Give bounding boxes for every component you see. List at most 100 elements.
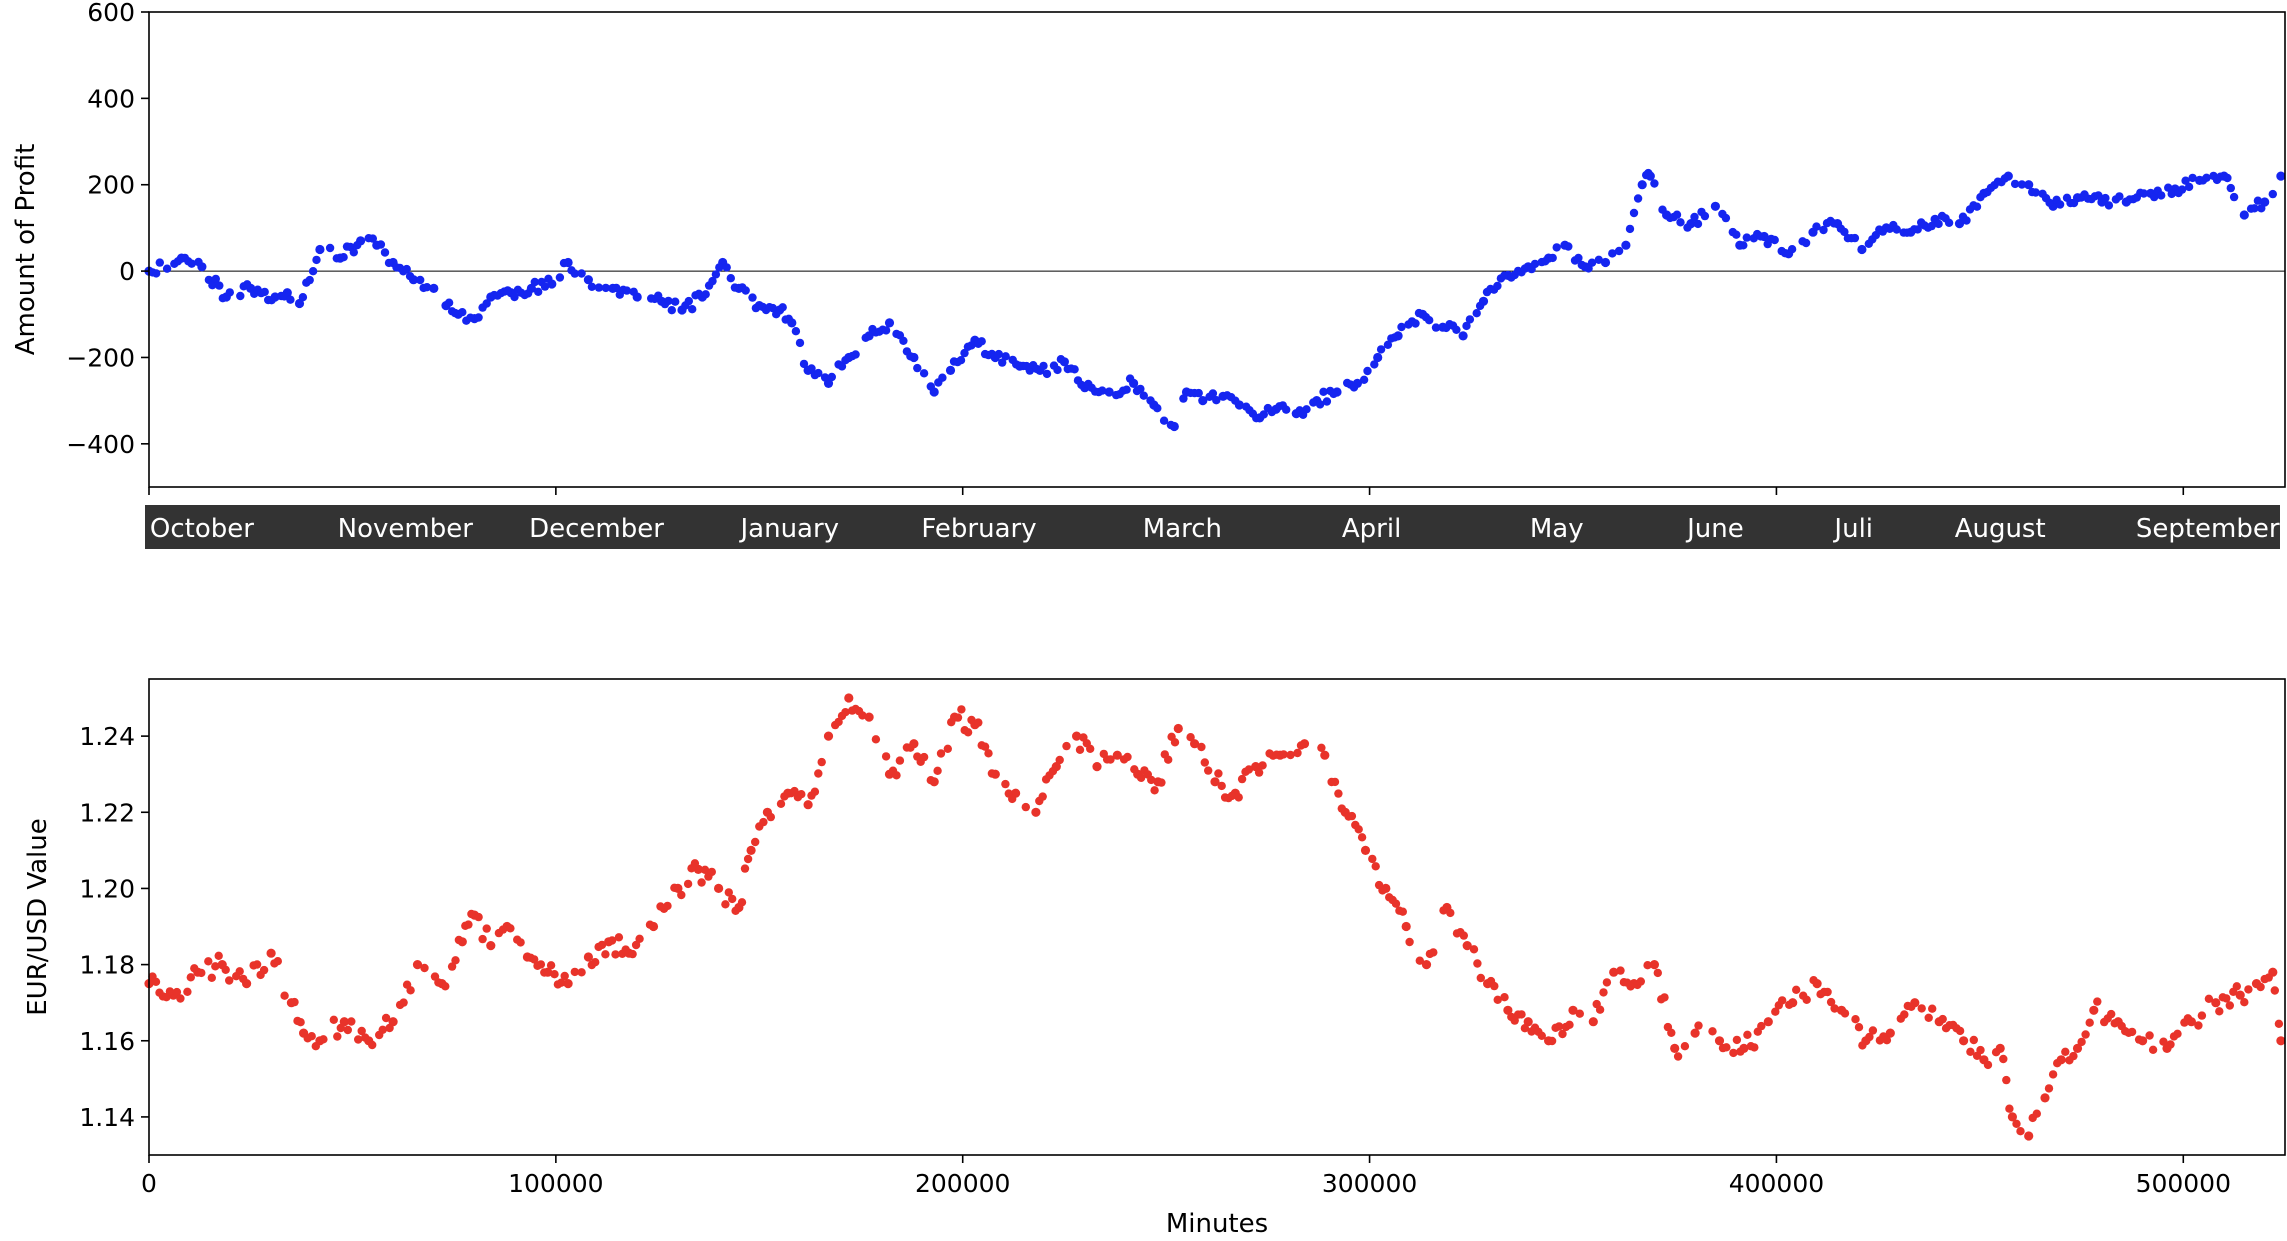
- data-point: [1792, 985, 1801, 994]
- data-point: [2226, 183, 2235, 193]
- data-point: [1633, 194, 1643, 203]
- data-point: [1075, 745, 1085, 754]
- data-point: [1690, 1028, 1700, 1038]
- y-tick-label: 1.14: [79, 1103, 135, 1132]
- data-point: [1927, 221, 1936, 231]
- data-point: [1252, 414, 1261, 423]
- data-point: [1446, 908, 1455, 918]
- data-point: [1272, 750, 1281, 759]
- data-point: [671, 297, 680, 306]
- data-point: [1900, 1010, 1909, 1019]
- data-point: [1008, 794, 1017, 804]
- data-point: [1368, 854, 1377, 864]
- data-point: [162, 264, 172, 273]
- data-point: [1405, 937, 1414, 947]
- data-point: [1722, 1043, 1731, 1052]
- data-point: [2089, 1005, 2099, 1015]
- data-point: [2115, 192, 2124, 201]
- data-point: [614, 933, 624, 942]
- data-point: [503, 286, 512, 295]
- data-point: [1670, 1043, 1680, 1053]
- data-point: [2240, 998, 2249, 1007]
- month-label: February: [921, 514, 1036, 544]
- data-point: [2150, 192, 2159, 202]
- data-point: [1757, 1021, 1766, 1031]
- data-point: [2077, 1037, 2086, 1047]
- data-point: [700, 865, 710, 874]
- data-point: [2229, 192, 2239, 202]
- data-point: [814, 368, 823, 378]
- data-point: [2072, 1043, 2083, 1053]
- data-point: [1317, 743, 1326, 752]
- data-point: [731, 906, 740, 915]
- data-point: [1552, 243, 1561, 252]
- data-point: [621, 945, 630, 954]
- data-point: [1349, 383, 1359, 392]
- data-point: [1787, 245, 1797, 254]
- data-point: [2276, 1036, 2286, 1046]
- data-point: [570, 967, 579, 977]
- data-point: [1031, 807, 1041, 817]
- data-point: [1763, 1017, 1773, 1027]
- data-point: [405, 272, 415, 281]
- data-point: [1173, 723, 1183, 734]
- data-point: [444, 298, 454, 307]
- data-point: [204, 957, 213, 966]
- data-point: [1854, 1022, 1864, 1032]
- data-point: [1742, 233, 1752, 242]
- data-point: [1626, 982, 1635, 991]
- data-point: [325, 243, 335, 253]
- data-point: [380, 248, 390, 257]
- data-point: [1214, 769, 1223, 778]
- data-point: [1743, 1030, 1752, 1040]
- data-point: [2276, 171, 2286, 181]
- data-point: [956, 356, 966, 365]
- data-point: [795, 338, 805, 348]
- data-point: [1778, 996, 1787, 1005]
- profit-points: [144, 168, 2286, 432]
- data-point: [2024, 1131, 2034, 1141]
- data-point: [544, 274, 553, 283]
- data-point: [1739, 241, 1748, 250]
- data-point: [2197, 1011, 2207, 1020]
- data-point: [919, 752, 929, 762]
- data-point: [967, 715, 976, 725]
- data-point: [447, 962, 457, 971]
- data-point: [339, 253, 348, 262]
- data-point: [1421, 960, 1432, 970]
- data-point: [2256, 982, 2265, 992]
- x-tick-label: 100000: [508, 1169, 603, 1198]
- data-point: [740, 864, 750, 873]
- data-point: [2055, 200, 2065, 209]
- data-point: [357, 1026, 366, 1036]
- data-point: [273, 957, 282, 966]
- data-point: [1588, 1017, 1598, 1027]
- data-point: [790, 786, 799, 796]
- data-point: [611, 950, 620, 959]
- data-point: [1999, 1054, 2008, 1064]
- data-point: [1954, 219, 1965, 229]
- y-tick-label: 1.20: [79, 874, 135, 903]
- data-point: [778, 303, 787, 312]
- data-point: [776, 799, 786, 808]
- data-point: [458, 308, 467, 317]
- data-point: [165, 987, 175, 996]
- data-point: [1587, 258, 1597, 267]
- data-point: [1021, 802, 1030, 812]
- data-point: [751, 303, 761, 313]
- data-point: [1732, 1035, 1742, 1045]
- data-point: [214, 951, 223, 960]
- data-point: [1258, 761, 1267, 770]
- data-point: [728, 894, 737, 904]
- data-point: [1190, 739, 1200, 749]
- data-point: [1595, 1005, 1605, 1014]
- data-point: [871, 735, 881, 744]
- data-point: [172, 987, 182, 997]
- data-point: [664, 296, 673, 306]
- data-point: [1112, 750, 1122, 760]
- data-point: [2164, 183, 2173, 192]
- data-point: [1780, 249, 1790, 258]
- data-point: [1210, 777, 1220, 787]
- data-point: [1062, 741, 1071, 751]
- data-point: [1700, 211, 1710, 221]
